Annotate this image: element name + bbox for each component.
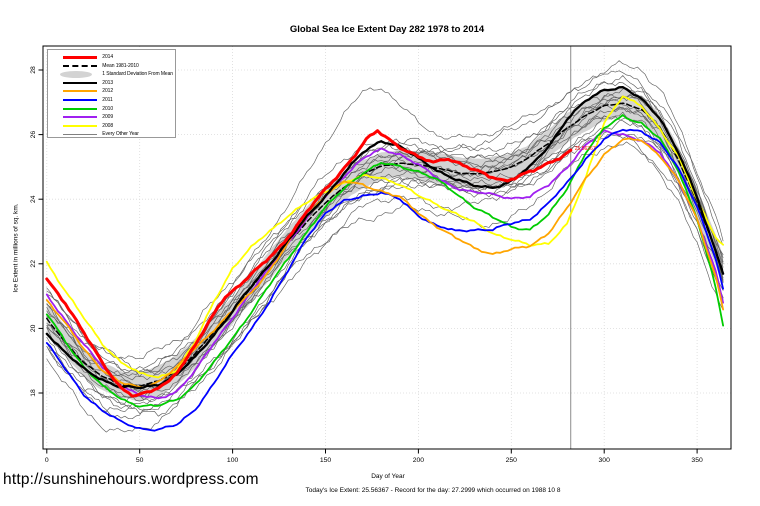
legend-line-icon xyxy=(63,133,98,135)
series-2008 xyxy=(45,95,724,379)
legend-item-2011: 2011 xyxy=(48,96,175,105)
legend-line-icon xyxy=(63,99,98,101)
legend-line-icon xyxy=(63,55,98,59)
legend-label: 2009 xyxy=(102,114,114,121)
today-extent-caption: Today's Ice Extent: 25.56367 - Record fo… xyxy=(305,487,561,494)
legend-label: 2010 xyxy=(102,105,114,112)
legend-box: 2014 Mean 1981-2010 1 Standard Deviation F… xyxy=(47,49,177,139)
today-value-annotation: 25.56367 xyxy=(574,145,596,152)
legend-label: 1 Standard Deviation From Mean xyxy=(102,71,173,78)
series-2013 xyxy=(45,85,725,390)
legend-line-icon xyxy=(63,81,98,84)
legend-item-2012: 2012 xyxy=(48,87,175,96)
y-tick-label: 18 xyxy=(30,389,37,397)
x-tick-label: 50 xyxy=(136,457,144,464)
background-year-line xyxy=(46,117,724,417)
legend-item-mean-1981-2010: Mean 1981-2010 xyxy=(48,62,175,71)
background-year-line xyxy=(46,96,724,378)
y-tick-label: 26 xyxy=(30,131,37,139)
legend-label: Every Other Year xyxy=(102,131,139,138)
background-year-line xyxy=(46,141,724,413)
chart-title: Global Sea Ice Extent Day 282 1978 to 20… xyxy=(289,24,485,35)
y-tick-label: 22 xyxy=(30,260,37,268)
background-year-line xyxy=(46,60,724,373)
x-tick-label: 0 xyxy=(45,457,49,464)
legend-item-2009: 2009 xyxy=(48,113,175,122)
background-year-line xyxy=(46,81,724,360)
x-tick-label: 200 xyxy=(413,457,425,464)
legend-item-1-standard-deviation-from-mean: 1 Standard Deviation From Mean xyxy=(48,70,175,79)
watermark-url: http://sunshinehours.wordpress.com xyxy=(3,471,259,488)
x-tick-label: 150 xyxy=(320,457,332,464)
background-year-line xyxy=(46,94,724,403)
x-tick-label: 300 xyxy=(599,457,611,464)
legend-label: 2011 xyxy=(102,97,113,103)
legend-label: 2013 xyxy=(102,79,114,86)
y-axis-title: Ice Extent in millions of sq. km. xyxy=(12,203,20,293)
legend-item-2014: 2014 xyxy=(48,53,175,62)
x-tick-label: 250 xyxy=(506,457,518,464)
legend-label: 2014 xyxy=(102,54,114,61)
legend-label: 2008 xyxy=(102,122,114,129)
x-tick-label: 100 xyxy=(227,457,239,464)
legend-line-icon xyxy=(63,107,98,110)
x-tick-label: 350 xyxy=(691,457,703,464)
series-2010 xyxy=(45,114,724,408)
std-dev-blob-icon xyxy=(60,70,97,78)
background-year-line xyxy=(46,115,724,420)
legend-line-icon xyxy=(63,116,98,119)
legend-item-2013: 2013 xyxy=(48,79,175,88)
legend-item-2010: 2010 xyxy=(48,104,175,113)
y-tick-label: 28 xyxy=(30,66,37,74)
series-2012 xyxy=(45,137,724,389)
legend-line-icon xyxy=(63,90,98,93)
series-2014 xyxy=(45,129,573,398)
legend-label: Mean 1981-2010 xyxy=(102,62,139,69)
legend-line-icon xyxy=(63,124,98,127)
y-tick-label: 20 xyxy=(30,324,37,332)
plot-frame xyxy=(42,45,732,450)
series-2011 xyxy=(45,128,724,432)
legend-label: 2012 xyxy=(102,88,114,95)
y-tick-label: 24 xyxy=(30,195,37,203)
x-axis-title: Day of Year xyxy=(371,473,405,480)
legend-item-2008: 2008 xyxy=(48,121,175,130)
legend-item-every-other-year: Every Other Year xyxy=(48,130,175,139)
legend-line-icon xyxy=(63,64,98,67)
series-2009 xyxy=(45,129,724,400)
background-year-line xyxy=(46,99,724,381)
